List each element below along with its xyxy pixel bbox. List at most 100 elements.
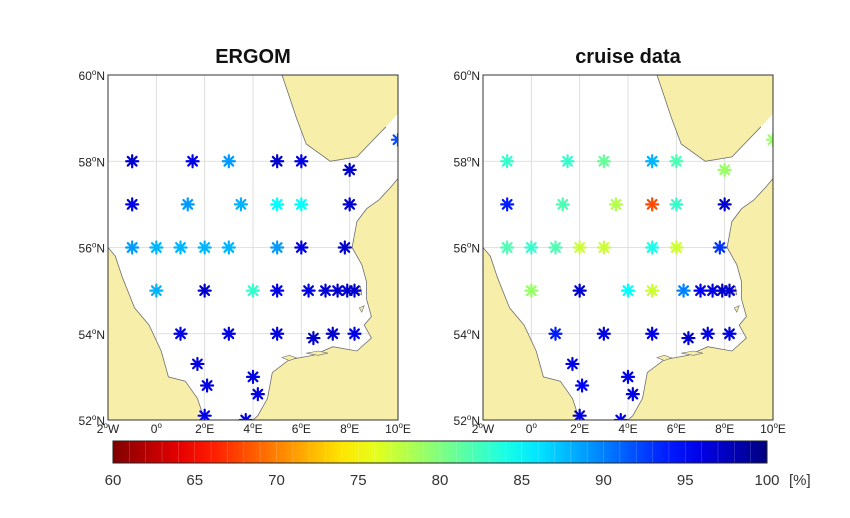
station-marker xyxy=(500,197,515,212)
lat-tick-label: 52oN xyxy=(79,413,105,428)
station-marker xyxy=(250,387,265,402)
station-marker xyxy=(500,240,515,255)
island xyxy=(681,350,703,356)
station-marker xyxy=(149,240,164,255)
station-marker xyxy=(693,283,708,298)
lon-tick-label: 0o xyxy=(526,421,538,436)
station-marker xyxy=(318,283,333,298)
station-marker xyxy=(125,154,140,169)
island xyxy=(733,305,740,313)
island xyxy=(358,305,365,313)
station-marker xyxy=(270,154,285,169)
station-marker xyxy=(625,387,640,402)
station-marker xyxy=(342,162,357,177)
colorbar-tick-label: 95 xyxy=(677,472,694,489)
station-marker xyxy=(524,283,539,298)
colorbar-tick-label: 65 xyxy=(186,472,203,489)
station-marker xyxy=(548,240,563,255)
map-content xyxy=(108,75,398,420)
station-marker xyxy=(173,326,188,341)
station-marker xyxy=(337,240,352,255)
station-marker xyxy=(294,240,309,255)
panel-title-ergom: ERGOM xyxy=(215,46,291,68)
station-marker xyxy=(245,369,261,384)
station-marker xyxy=(555,197,570,212)
station-marker xyxy=(645,283,660,298)
lon-tick-label: 6oE xyxy=(667,421,686,436)
land-continent xyxy=(628,178,773,420)
colorbar-tick-label: 90 xyxy=(595,472,612,489)
station-marker xyxy=(270,283,285,298)
lon-tick-label: 4oE xyxy=(618,421,637,436)
map-panel-cruise: 52oN 54oN 56oN 58oN 60oN 2oW 0o 2oE 4oE 6oE 8oE 10o… xyxy=(454,68,786,436)
land-continent xyxy=(253,178,398,420)
station-marker xyxy=(712,240,727,255)
colorbar: 60 65 70 75 80 85 90 95 100 [%] xyxy=(105,440,811,489)
station-marker xyxy=(765,132,773,147)
station-marker xyxy=(190,356,205,372)
station-marker xyxy=(197,240,212,255)
colorbar-tick-label: 60 xyxy=(105,472,122,489)
station-marker xyxy=(221,240,236,255)
lat-tick-label: 58oN xyxy=(79,154,105,169)
station-marker xyxy=(306,330,321,346)
lon-tick-label: 10oE xyxy=(385,421,411,436)
station-marker xyxy=(390,132,398,147)
station-marker xyxy=(197,283,212,298)
station-marker xyxy=(669,154,684,169)
station-marker xyxy=(722,326,737,341)
lat-tick-label: 58oN xyxy=(454,154,480,169)
colorbar-frame xyxy=(112,440,768,464)
station-marker xyxy=(347,283,362,298)
island xyxy=(656,354,673,361)
lat-tick-label: 54oN xyxy=(79,327,105,342)
lon-tick-label: 2oE xyxy=(195,421,214,436)
colorbar-tick-label: 75 xyxy=(350,472,367,489)
colorbar-gradient xyxy=(113,441,767,463)
coastline xyxy=(108,247,206,420)
station-marker xyxy=(270,197,285,212)
lon-tick-label: 6oE xyxy=(292,421,311,436)
colorbar-tick-label: 80 xyxy=(432,472,449,489)
lat-tick-label: 54oN xyxy=(454,327,480,342)
station-marker xyxy=(722,283,737,298)
lon-tick-label: 10oE xyxy=(760,421,786,436)
land-norway xyxy=(282,75,398,162)
station-marker xyxy=(574,378,590,393)
station-marker xyxy=(221,154,236,169)
station-marker xyxy=(645,326,660,341)
station-marker xyxy=(270,326,285,341)
island xyxy=(306,350,328,356)
lat-tick-label: 52oN xyxy=(454,413,480,428)
island xyxy=(281,354,298,361)
colorbar-tick-label: 85 xyxy=(513,472,530,489)
coastline xyxy=(627,178,773,420)
map-panel-ergom: 52oN 54oN 56oN 58oN 60oN 2oW 0o 2oE 4oE 6oE 8oE 10o… xyxy=(79,68,411,436)
land-norway xyxy=(657,75,773,162)
station-marker xyxy=(173,240,188,255)
land-uk xyxy=(483,75,580,420)
colorbar-tick-label: 100 xyxy=(754,472,779,489)
station-marker xyxy=(572,283,587,298)
station-marker xyxy=(245,283,261,298)
station-marker xyxy=(347,326,362,341)
lon-tick-label: 2oW xyxy=(97,421,120,436)
station-marker xyxy=(676,283,691,298)
coastline xyxy=(252,178,398,420)
station-marker xyxy=(645,240,660,255)
station-marker xyxy=(270,240,285,255)
station-marker xyxy=(180,197,195,212)
lat-tick-label: 56oN xyxy=(79,241,105,256)
lon-tick-label: 2oE xyxy=(570,421,589,436)
station-marker xyxy=(149,283,164,298)
station-marker xyxy=(125,197,140,212)
coastline xyxy=(483,247,581,420)
station-marker xyxy=(524,240,539,255)
station-marker xyxy=(645,197,660,212)
station-marker xyxy=(294,197,309,212)
station-marker xyxy=(294,154,309,169)
station-marker xyxy=(645,154,660,169)
station-marker xyxy=(700,326,715,341)
station-marker xyxy=(620,369,636,384)
station-marker xyxy=(572,240,587,255)
